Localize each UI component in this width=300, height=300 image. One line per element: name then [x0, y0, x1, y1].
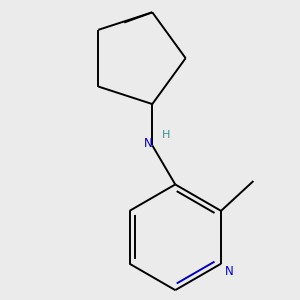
Text: N: N — [225, 266, 234, 278]
Text: H: H — [162, 130, 170, 140]
Text: N: N — [144, 137, 153, 150]
